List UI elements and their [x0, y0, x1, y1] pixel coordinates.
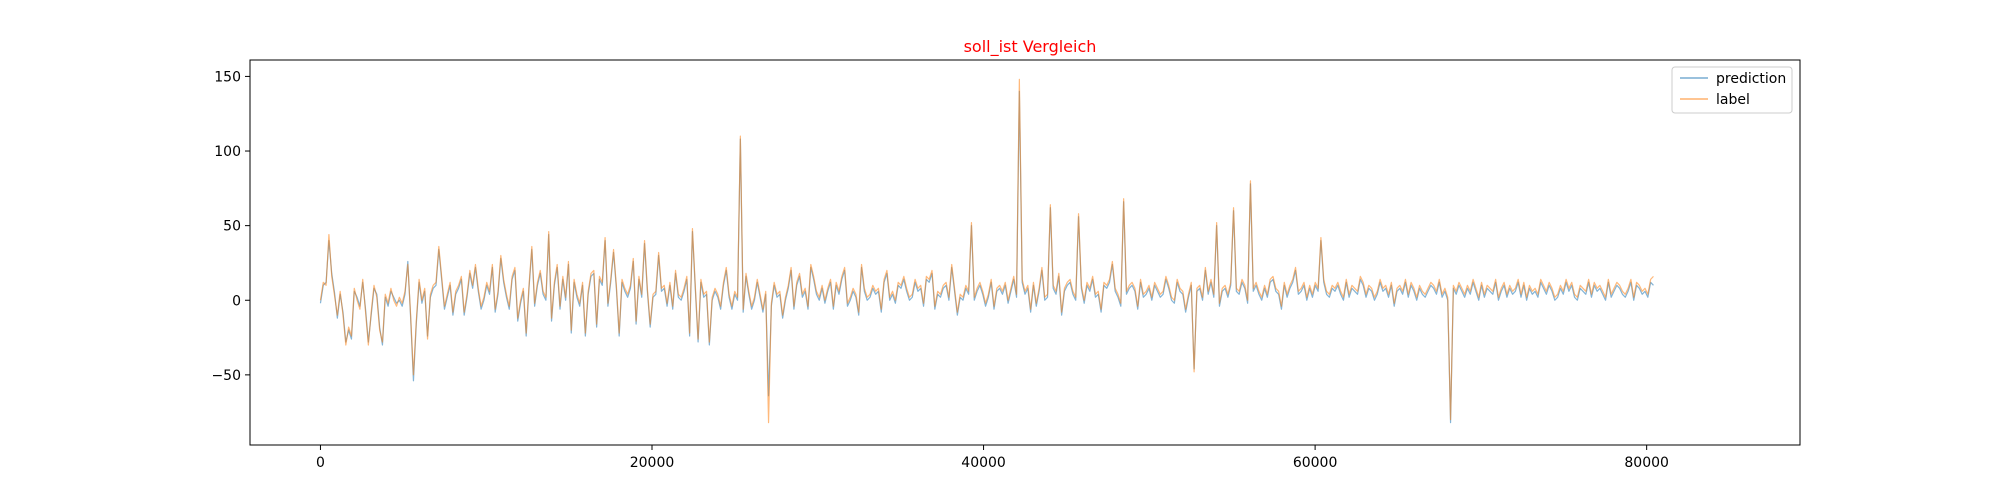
series-line-label [319, 78, 1654, 424]
x-axis: 0 20000 40000 60000 80000 [316, 445, 1669, 471]
y-tick-label: 150 [214, 69, 241, 85]
legend-label-prediction: prediction [1716, 71, 1786, 87]
chart-title: soll_ist Vergleich [964, 37, 1097, 57]
legend-label-label: label [1716, 92, 1750, 108]
y-axis: −50 0 50 100 150 [211, 69, 250, 384]
x-tick-label: 60000 [1293, 455, 1338, 471]
x-tick-label: 20000 [630, 455, 675, 471]
y-tick-label: 50 [223, 219, 241, 235]
y-tick-label: −50 [211, 368, 241, 384]
y-tick-label: 100 [214, 144, 241, 160]
y-tick-label: 0 [232, 293, 241, 309]
axes-frame [249, 59, 1801, 446]
x-tick-label: 0 [316, 455, 325, 471]
x-tick-label: 80000 [1624, 455, 1669, 471]
plot-area [249, 59, 1801, 446]
legend: prediction label [1671, 66, 1793, 114]
x-tick-label: 40000 [961, 455, 1006, 471]
series-layer [319, 78, 1654, 424]
